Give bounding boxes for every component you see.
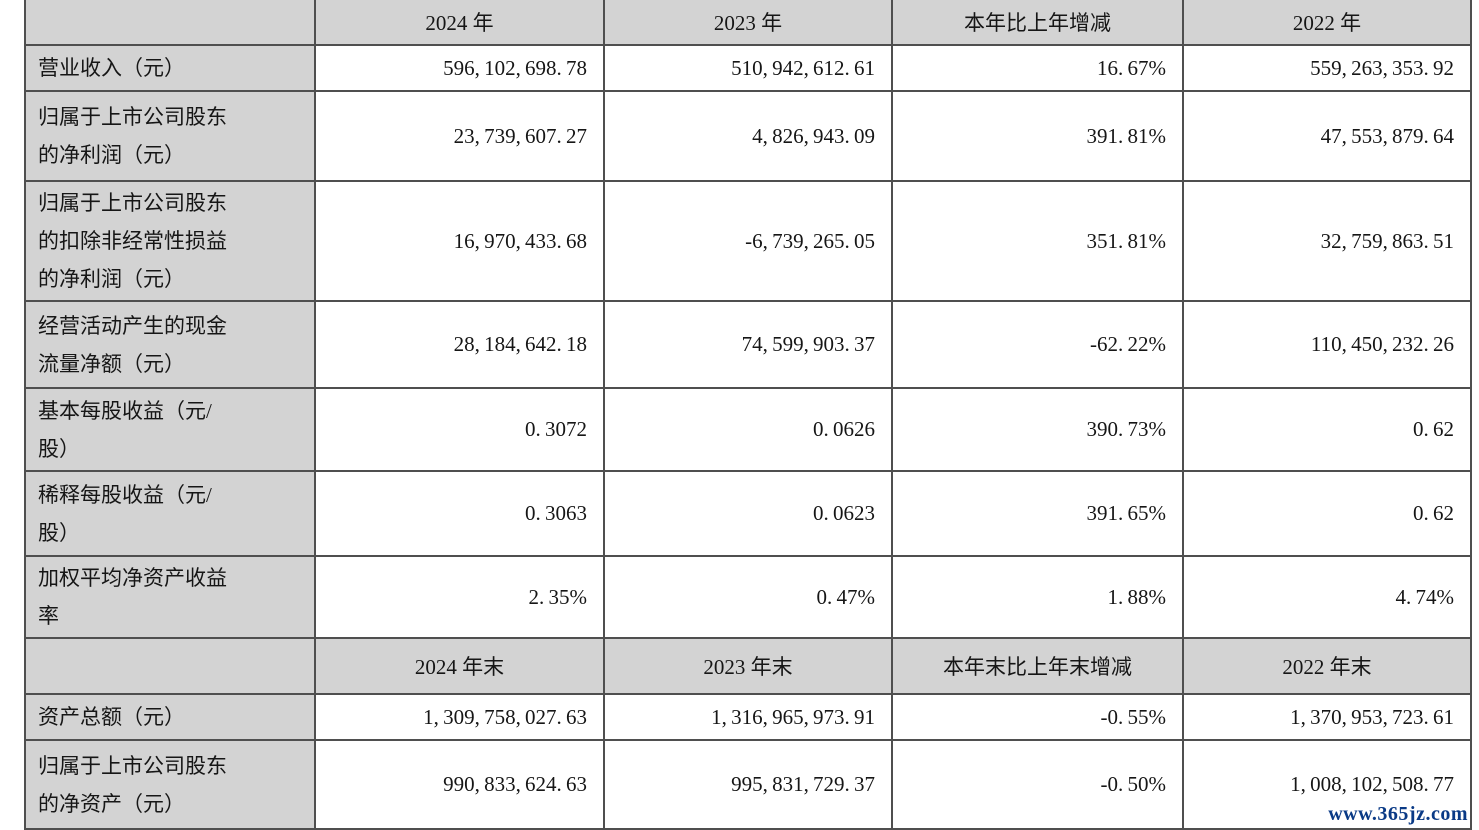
table-row-net-assets: 归属于上市公司股东 的净资产（元） 990, 833, 624. 63 995,… bbox=[24, 739, 1472, 830]
value-2024: 23, 739, 607. 27 bbox=[314, 90, 605, 182]
value-2024: 28, 184, 642. 18 bbox=[314, 300, 605, 389]
value-2024: 2. 35% bbox=[314, 555, 605, 639]
row-label: 稀释每股收益（元/ 股） bbox=[24, 470, 316, 557]
value-2024: 0. 3072 bbox=[314, 387, 605, 472]
value-2024: 596, 102, 698. 78 bbox=[314, 44, 605, 92]
value-2023: 74, 599, 903. 37 bbox=[603, 300, 893, 389]
row-label: 营业收入（元） bbox=[24, 44, 316, 92]
header-row-annual: 2024 年 2023 年 本年比上年增减 2022 年 bbox=[24, 0, 1472, 46]
value-2022: 559, 263, 353. 92 bbox=[1182, 44, 1472, 92]
value-2023: 510, 942, 612. 61 bbox=[603, 44, 893, 92]
table-row-revenue: 营业收入（元） 596, 102, 698. 78 510, 942, 612.… bbox=[24, 44, 1472, 92]
table-row-total-assets: 资产总额（元） 1, 309, 758, 027. 63 1, 316, 965… bbox=[24, 693, 1472, 741]
value-change: 391. 65% bbox=[891, 470, 1184, 557]
value-change: 390. 73% bbox=[891, 387, 1184, 472]
value-2024: 990, 833, 624. 63 bbox=[314, 739, 605, 830]
value-2022: 110, 450, 232. 26 bbox=[1182, 300, 1472, 389]
row-label: 资产总额（元） bbox=[24, 693, 316, 741]
value-2023: 995, 831, 729. 37 bbox=[603, 739, 893, 830]
header-cell-blank bbox=[24, 637, 316, 695]
row-label: 基本每股收益（元/ 股） bbox=[24, 387, 316, 472]
table-row-net-profit: 归属于上市公司股东 的净利润（元） 23, 739, 607. 27 4, 82… bbox=[24, 90, 1472, 182]
value-2022: 0. 62 bbox=[1182, 470, 1472, 557]
row-label: 归属于上市公司股东 的扣除非经常性损益 的净利润（元） bbox=[24, 180, 316, 302]
value-change: 391. 81% bbox=[891, 90, 1184, 182]
financial-summary-table: 2024 年 2023 年 本年比上年增减 2022 年 营业收入（元） 596… bbox=[24, 0, 1472, 830]
header-cell-2023: 2023 年 bbox=[603, 0, 893, 46]
row-label: 归属于上市公司股东 的净资产（元） bbox=[24, 739, 316, 830]
header-cell-change-end: 本年末比上年末增减 bbox=[891, 637, 1184, 695]
value-change: -62. 22% bbox=[891, 300, 1184, 389]
table-row-basic-eps: 基本每股收益（元/ 股） 0. 3072 0. 0626 390. 73% 0.… bbox=[24, 387, 1472, 472]
value-2022: 0. 62 bbox=[1182, 387, 1472, 472]
value-2023: 4, 826, 943. 09 bbox=[603, 90, 893, 182]
value-change: 1. 88% bbox=[891, 555, 1184, 639]
header-row-year-end: 2024 年末 2023 年末 本年末比上年末增减 2022 年末 bbox=[24, 637, 1472, 695]
header-cell-2023-end: 2023 年末 bbox=[603, 637, 893, 695]
value-change: 16. 67% bbox=[891, 44, 1184, 92]
value-2023: 0. 0623 bbox=[603, 470, 893, 557]
header-cell-2024: 2024 年 bbox=[314, 0, 605, 46]
value-2022: 1, 008, 102, 508. 77 bbox=[1182, 739, 1472, 830]
value-change: 351. 81% bbox=[891, 180, 1184, 302]
value-2023: 0. 47% bbox=[603, 555, 893, 639]
table-row-operating-cash-flow: 经营活动产生的现金 流量净额（元） 28, 184, 642. 18 74, 5… bbox=[24, 300, 1472, 389]
value-2022: 4. 74% bbox=[1182, 555, 1472, 639]
header-cell-change: 本年比上年增减 bbox=[891, 0, 1184, 46]
header-cell-2022: 2022 年 bbox=[1182, 0, 1472, 46]
row-label: 经营活动产生的现金 流量净额（元） bbox=[24, 300, 316, 389]
watermark-link[interactable]: www.365jz.com bbox=[1328, 803, 1468, 825]
value-2024: 16, 970, 433. 68 bbox=[314, 180, 605, 302]
row-label: 归属于上市公司股东 的净利润（元） bbox=[24, 90, 316, 182]
header-cell-2022-end: 2022 年末 bbox=[1182, 637, 1472, 695]
value-2024: 0. 3063 bbox=[314, 470, 605, 557]
value-2023: 1, 316, 965, 973. 91 bbox=[603, 693, 893, 741]
table-row-diluted-eps: 稀释每股收益（元/ 股） 0. 3063 0. 0623 391. 65% 0.… bbox=[24, 470, 1472, 557]
header-cell-2024-end: 2024 年末 bbox=[314, 637, 605, 695]
value-2022: 47, 553, 879. 64 bbox=[1182, 90, 1472, 182]
table-row-weighted-avg-roe: 加权平均净资产收益 率 2. 35% 0. 47% 1. 88% 4. 74% bbox=[24, 555, 1472, 639]
header-cell-blank bbox=[24, 0, 316, 46]
value-2022: 1, 370, 953, 723. 61 bbox=[1182, 693, 1472, 741]
value-2024: 1, 309, 758, 027. 63 bbox=[314, 693, 605, 741]
value-change: -0. 50% bbox=[891, 739, 1184, 830]
value-2023: 0. 0626 bbox=[603, 387, 893, 472]
row-label: 加权平均净资产收益 率 bbox=[24, 555, 316, 639]
value-2023: -6, 739, 265. 05 bbox=[603, 180, 893, 302]
value-change: -0. 55% bbox=[891, 693, 1184, 741]
table-row-net-profit-deducted: 归属于上市公司股东 的扣除非经常性损益 的净利润（元） 16, 970, 433… bbox=[24, 180, 1472, 302]
value-2022: 32, 759, 863. 51 bbox=[1182, 180, 1472, 302]
